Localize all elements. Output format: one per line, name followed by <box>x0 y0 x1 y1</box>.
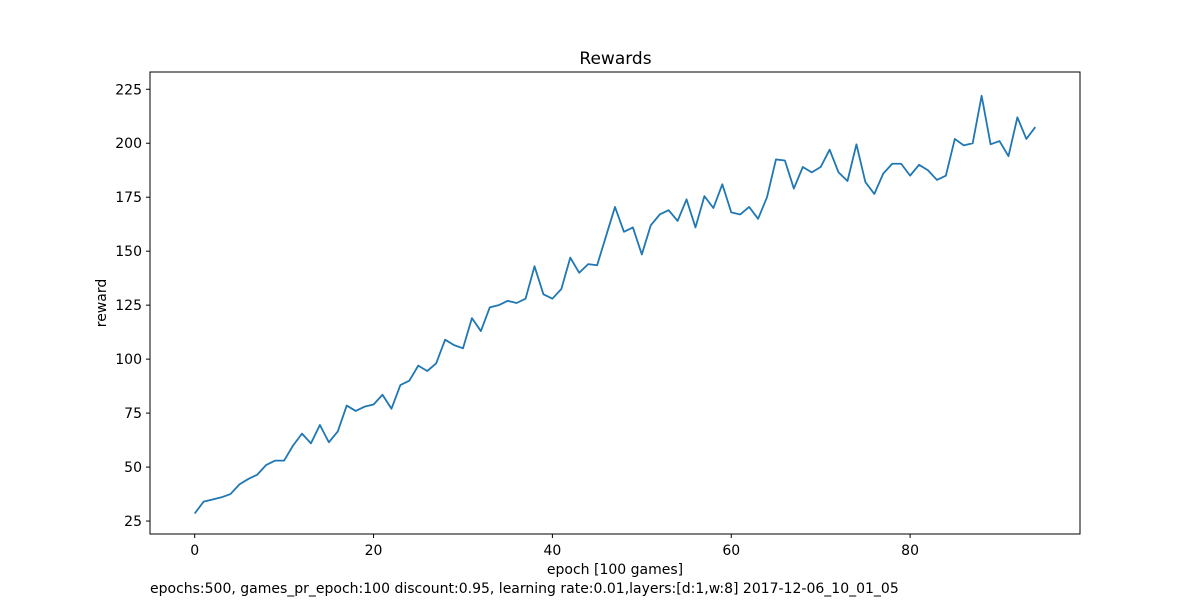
x-tick-label: 80 <box>901 543 919 559</box>
chart-title: Rewards <box>579 49 651 69</box>
x-axis-label: epoch [100 games] <box>547 562 683 578</box>
y-axis-label: reward <box>94 279 110 328</box>
y-tick-label: 50 <box>124 460 142 476</box>
y-tick-label: 225 <box>115 82 142 98</box>
y-tick-label: 125 <box>115 298 142 314</box>
y-tick-label: 175 <box>115 190 142 206</box>
y-tick-label: 150 <box>115 244 142 260</box>
plot-frame <box>149 71 1081 535</box>
x-axis: 0 20 40 60 80 <box>190 534 919 559</box>
reward-series-line <box>193 94 1037 515</box>
x-tick-label: 60 <box>722 543 740 559</box>
x-tick-label: 20 <box>365 543 383 559</box>
y-tick-label: 200 <box>115 136 142 152</box>
y-axis: 25 50 75 100 125 150 175 200 225 <box>115 82 150 530</box>
x-tick-label: 40 <box>543 543 561 559</box>
run-parameters-caption: epochs:500, games_pr_epoch:100 discount:… <box>150 581 899 597</box>
y-tick-label: 25 <box>124 514 142 530</box>
y-tick-label: 75 <box>124 406 142 422</box>
x-tick-label: 0 <box>190 543 199 559</box>
y-tick-label: 100 <box>115 352 142 368</box>
